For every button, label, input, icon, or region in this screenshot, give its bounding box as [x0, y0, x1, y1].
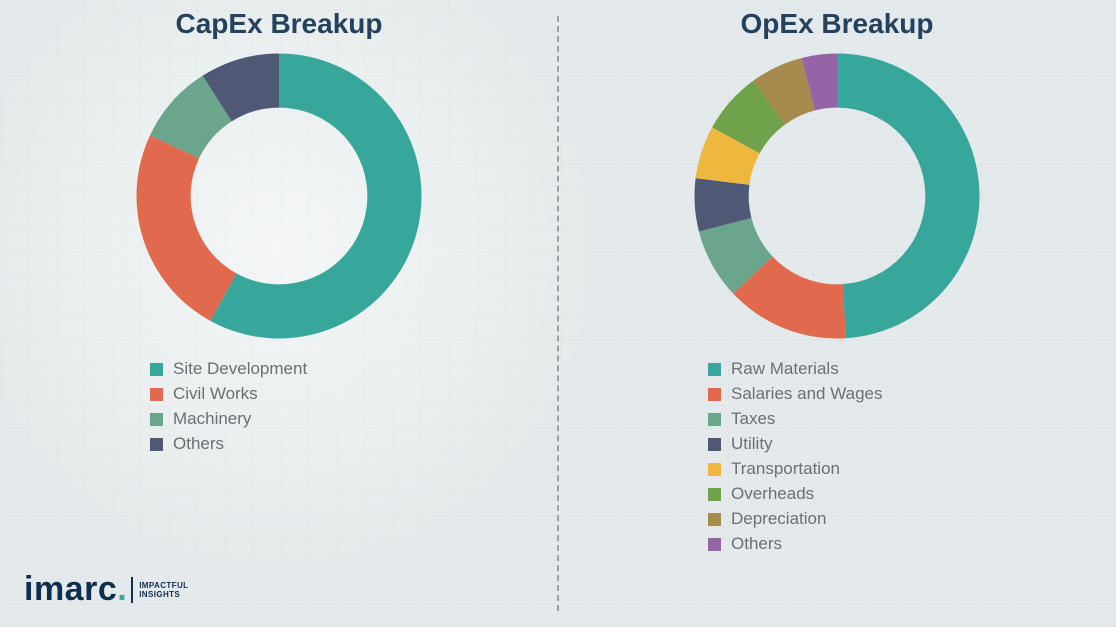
legend-item: Taxes [708, 409, 883, 429]
legend-item: Utility [708, 434, 883, 454]
brand-tagline: IMPACTFUL INSIGHTS [139, 581, 188, 599]
legend-item: Others [150, 434, 307, 454]
legend-swatch [708, 488, 721, 501]
legend-item: Salaries and Wages [708, 384, 883, 404]
legend-item: Overheads [708, 484, 883, 504]
brand-tagline-line1: IMPACTFUL [139, 581, 188, 590]
capex-panel: CapEx Breakup Site Development Civil Work… [0, 0, 558, 627]
legend-label: Overheads [731, 484, 814, 504]
opex-arcs [695, 54, 980, 339]
capex-legend: Site Development Civil Works Machinery Othe… [150, 354, 307, 459]
legend-item: Machinery [150, 409, 307, 429]
legend-label: Machinery [173, 409, 251, 429]
opex-donut [687, 46, 987, 346]
capex-donut-svg [129, 46, 429, 346]
legend-swatch [708, 388, 721, 401]
donut-slice [137, 135, 237, 321]
legend-swatch [150, 388, 163, 401]
brand-tagline-line2: INSIGHTS [139, 590, 180, 599]
legend-label: Depreciation [731, 509, 826, 529]
legend-label: Transportation [731, 459, 840, 479]
legend-item: Depreciation [708, 509, 883, 529]
legend-label: Others [173, 434, 224, 454]
legend-item: Raw Materials [708, 359, 883, 379]
legend-item: Transportation [708, 459, 883, 479]
legend-swatch [150, 413, 163, 426]
legend-swatch [708, 513, 721, 526]
panels-row: CapEx Breakup Site Development Civil Work… [0, 0, 1116, 627]
capex-donut [129, 46, 429, 346]
legend-swatch [708, 363, 721, 376]
brand-logo: imarc. IMPACTFUL INSIGHTS [24, 570, 188, 609]
brand-separator [131, 577, 133, 603]
legend-item: Others [708, 534, 883, 554]
brand-word: imarc. [24, 570, 127, 609]
vertical-divider [557, 16, 559, 611]
legend-label: Salaries and Wages [731, 384, 883, 404]
legend-swatch [708, 463, 721, 476]
legend-item: Site Development [150, 359, 307, 379]
chart-canvas: CapEx Breakup Site Development Civil Work… [0, 0, 1116, 627]
donut-slice [837, 54, 980, 339]
capex-title: CapEx Breakup [176, 8, 383, 40]
opex-donut-svg [687, 46, 987, 346]
legend-label: Civil Works [173, 384, 258, 404]
legend-item: Civil Works [150, 384, 307, 404]
opex-legend: Raw Materials Salaries and Wages Taxes Util… [708, 354, 883, 559]
legend-swatch [708, 438, 721, 451]
brand-word-text: imarc [24, 570, 117, 608]
legend-label: Site Development [173, 359, 307, 379]
opex-title: OpEx Breakup [741, 8, 934, 40]
legend-swatch [708, 538, 721, 551]
legend-label: Utility [731, 434, 773, 454]
legend-label: Taxes [731, 409, 775, 429]
legend-label: Raw Materials [731, 359, 839, 379]
capex-arcs [137, 54, 422, 339]
legend-swatch [150, 363, 163, 376]
legend-label: Others [731, 534, 782, 554]
legend-swatch [150, 438, 163, 451]
opex-panel: OpEx Breakup Raw Materials Salaries and W… [558, 0, 1116, 627]
legend-swatch [708, 413, 721, 426]
brand-dot-icon: . [117, 570, 127, 608]
